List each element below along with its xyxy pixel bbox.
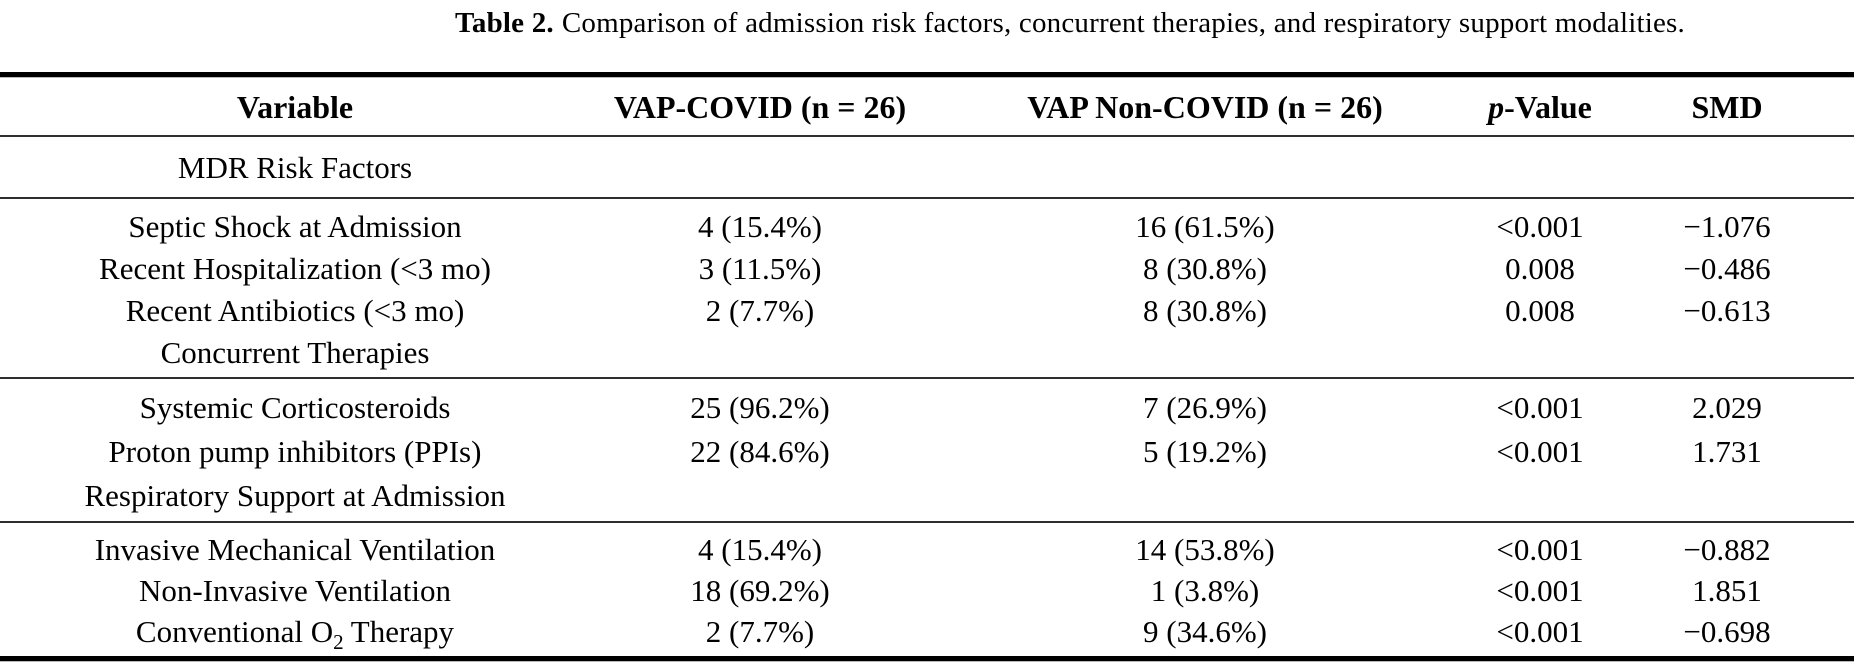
- block-mdr-rows: Septic Shock at Admission 4 (15.4%) 16 (…: [0, 199, 1854, 377]
- caption-text: Comparison of admission risk factors, co…: [561, 7, 1685, 39]
- cell-p-value: <0.001: [1496, 532, 1584, 567]
- rule-below-respiratory-section: [0, 521, 1854, 523]
- section-header-mdr-risk-factors: MDR Risk Factors: [0, 137, 1854, 197]
- cell-variable: Invasive Mechanical Ventilation: [94, 532, 496, 567]
- cell-variable: Recent Antibiotics (<3 mo): [125, 292, 465, 328]
- cell-vap-non-covid: 5 (19.2%): [1143, 433, 1267, 469]
- rule-below-mdr-section: [0, 197, 1854, 199]
- cell-vap-non-covid: 8 (30.8%): [1143, 292, 1267, 328]
- table-caption: Table 2. Comparison of admission risk fac…: [455, 7, 1685, 40]
- column-header-variable: Variable: [236, 88, 354, 125]
- table-top-rule: [0, 72, 1854, 78]
- cell-variable: Systemic Corticosteroids: [139, 389, 451, 425]
- cell-vap-non-covid: 1 (3.8%): [1150, 573, 1260, 608]
- p-value-rest: -Value: [1504, 88, 1592, 125]
- cell-vap-non-covid: 8 (30.8%): [1143, 250, 1267, 286]
- cell-vap-covid: 3 (11.5%): [698, 250, 822, 286]
- cell-p-value: <0.001: [1496, 208, 1584, 244]
- cell-p-value: <0.001: [1496, 389, 1584, 425]
- cell-smd: 1.731: [1692, 433, 1762, 469]
- cell-vap-covid: 22 (84.6%): [690, 433, 830, 469]
- rule-below-concurrent-section: [0, 377, 1854, 379]
- column-header-vap-covid: VAP-COVID (n = 26): [613, 88, 907, 125]
- table-row: Proton pump inhibitors (PPIs) 22 (84.6%)…: [0, 429, 1854, 473]
- data-table: Variable VAP-COVID (n = 26) VAP Non-COVI…: [0, 72, 1854, 662]
- table-row: Conventional O2 Therapy 2 (7.7%) 9 (34.6…: [0, 611, 1854, 653]
- cell-vap-non-covid: 16 (61.5%): [1135, 208, 1275, 244]
- cell-smd: 1.851: [1692, 573, 1762, 608]
- table-row: Systemic Corticosteroids 25 (96.2%) 7 (2…: [0, 385, 1854, 429]
- column-header-smd: SMD: [1691, 88, 1763, 125]
- cell-smd: −0.613: [1683, 292, 1771, 328]
- table-row: Recent Antibiotics (<3 mo) 2 (7.7%) 8 (3…: [0, 289, 1854, 331]
- cell-vap-non-covid: 14 (53.8%): [1135, 532, 1275, 567]
- table-row: Septic Shock at Admission 4 (15.4%) 16 (…: [0, 205, 1854, 247]
- cell-p-value: <0.001: [1496, 573, 1584, 608]
- cell-vap-covid: 2 (7.7%): [705, 614, 815, 649]
- cell-variable: Septic Shock at Admission: [128, 208, 462, 244]
- section-title: Concurrent Therapies: [160, 334, 430, 370]
- cell-p-value: 0.008: [1505, 292, 1575, 328]
- cell-p-value: <0.001: [1496, 433, 1584, 469]
- section-header-concurrent-therapies: Concurrent Therapies: [0, 331, 1854, 373]
- cell-smd: −0.882: [1683, 532, 1771, 567]
- column-header-vap-non-covid: VAP Non-COVID (n = 26): [1027, 88, 1383, 125]
- cell-smd: 2.029: [1692, 389, 1762, 425]
- block-respiratory-rows: Invasive Mechanical Ventilation 4 (15.4%…: [0, 523, 1854, 656]
- caption-label: Table 2.: [455, 7, 554, 39]
- cell-p-value: 0.008: [1505, 250, 1575, 286]
- table-header-row: Variable VAP-COVID (n = 26) VAP Non-COVI…: [0, 78, 1854, 135]
- table-row: Invasive Mechanical Ventilation 4 (15.4%…: [0, 529, 1854, 570]
- section-header-respiratory-support: Respiratory Support at Admission: [0, 473, 1854, 517]
- cell-vap-covid: 18 (69.2%): [690, 573, 830, 608]
- cell-smd: −0.486: [1683, 250, 1771, 286]
- section-title: Respiratory Support at Admission: [84, 477, 506, 513]
- cell-vap-covid: 25 (96.2%): [690, 389, 830, 425]
- block-concurrent-rows: Systemic Corticosteroids 25 (96.2%) 7 (2…: [0, 379, 1854, 521]
- cell-smd: −1.076: [1683, 208, 1771, 244]
- variable-subscript: 2: [333, 630, 344, 655]
- table-row: Recent Hospitalization (<3 mo) 3 (11.5%)…: [0, 247, 1854, 289]
- cell-vap-non-covid: 7 (26.9%): [1143, 389, 1267, 425]
- cell-vap-covid: 4 (15.4%): [698, 208, 822, 244]
- cell-smd: −0.698: [1683, 614, 1771, 649]
- cell-p-value: <0.001: [1496, 614, 1584, 649]
- cell-vap-non-covid: 9 (34.6%): [1143, 614, 1267, 649]
- p-value-italic-p: p: [1488, 88, 1505, 125]
- table-bottom-rule: [0, 656, 1854, 662]
- variable-post: Therapy: [343, 614, 455, 649]
- cell-variable: Recent Hospitalization (<3 mo): [99, 250, 491, 286]
- column-header-p-value: p-Value: [1480, 91, 1600, 123]
- rule-below-header: [0, 135, 1854, 137]
- cell-variable: Proton pump inhibitors (PPIs): [108, 433, 482, 469]
- cell-variable: Non-Invasive Ventilation: [139, 573, 451, 608]
- section-title: MDR Risk Factors: [177, 149, 413, 185]
- cell-variable: Conventional O2 Therapy: [0, 614, 590, 653]
- cell-vap-covid: 4 (15.4%): [698, 532, 822, 567]
- cell-vap-covid: 2 (7.7%): [705, 292, 815, 328]
- table-row: Non-Invasive Ventilation 18 (69.2%) 1 (3…: [0, 570, 1854, 611]
- variable-pre: Conventional O: [135, 614, 334, 649]
